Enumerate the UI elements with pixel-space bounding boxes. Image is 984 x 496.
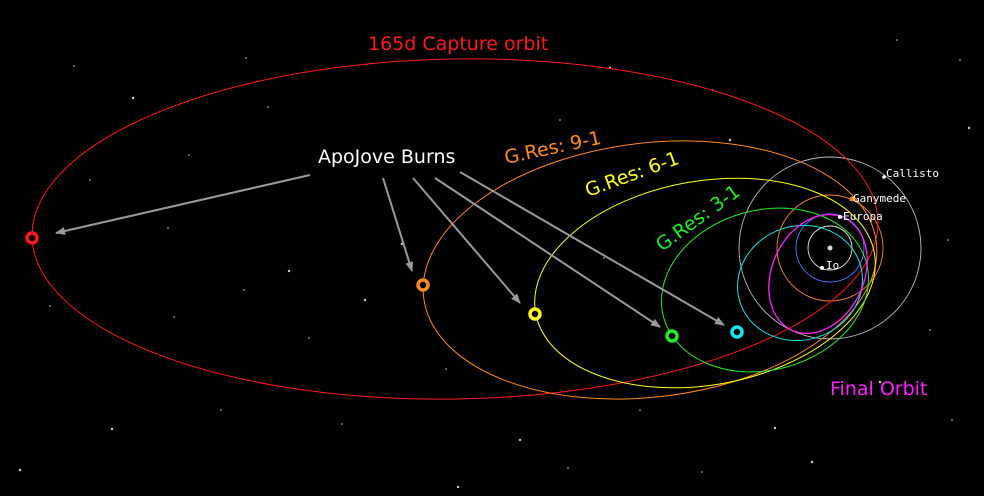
arrow-to-cyan xyxy=(459,171,725,326)
star xyxy=(431,37,433,39)
ganymede-label: Ganymede xyxy=(853,192,906,205)
star xyxy=(173,316,175,318)
io-dot xyxy=(820,266,824,270)
burn-marker-capture xyxy=(25,231,39,245)
star xyxy=(341,423,343,425)
star xyxy=(701,471,703,473)
star xyxy=(110,427,114,431)
res6-orbit xyxy=(534,177,876,389)
star xyxy=(951,419,953,421)
cyan-orbit xyxy=(737,224,863,342)
star xyxy=(188,154,190,156)
star xyxy=(929,329,931,331)
burn-marker-cyan xyxy=(730,325,744,339)
star xyxy=(243,289,245,291)
res3-orbit xyxy=(660,207,870,373)
star xyxy=(363,298,367,302)
star xyxy=(878,380,882,384)
star xyxy=(287,269,291,273)
burn-marker-res3 xyxy=(665,329,679,343)
star xyxy=(959,59,961,61)
arrow-to-capture xyxy=(55,174,311,235)
star xyxy=(89,179,91,181)
burn-marker-res6 xyxy=(528,307,542,321)
capture-orbit-label: 165d Capture orbit xyxy=(368,33,548,55)
moons: Callisto Ganymede Europa Io xyxy=(820,167,939,272)
ganymede-orbit xyxy=(776,194,884,302)
star xyxy=(131,96,135,100)
star xyxy=(639,409,641,411)
star xyxy=(896,39,898,41)
star xyxy=(445,368,447,370)
io-label: Io xyxy=(826,259,839,272)
arrow-to-res9 xyxy=(382,177,414,272)
callisto-label: Callisto xyxy=(886,167,939,180)
star xyxy=(267,106,269,108)
callisto-dot xyxy=(882,175,886,179)
star xyxy=(245,57,247,59)
final-orbit-label: Final Orbit xyxy=(830,378,927,400)
star xyxy=(567,467,569,469)
star xyxy=(456,485,460,489)
star xyxy=(967,126,971,130)
res9-orbit xyxy=(422,140,878,400)
star xyxy=(728,138,732,142)
star xyxy=(167,227,169,229)
star xyxy=(73,65,75,67)
ganymede-dot xyxy=(849,196,855,202)
burn-arrows xyxy=(55,171,725,328)
star xyxy=(603,257,605,259)
star xyxy=(49,305,51,307)
res3-label: G.Res: 3-1 xyxy=(652,181,744,257)
jupiter xyxy=(827,245,833,251)
star xyxy=(773,426,777,430)
spacecraft-orbits xyxy=(31,58,879,400)
burn-marker-res9 xyxy=(416,278,430,292)
res6-label: G.Res: 6-1 xyxy=(582,147,682,201)
star xyxy=(559,119,561,121)
capture-orbit xyxy=(31,58,879,400)
star xyxy=(518,438,522,442)
final-orbit xyxy=(768,213,868,335)
star xyxy=(308,337,310,339)
star xyxy=(810,460,814,464)
arrow-to-res3 xyxy=(434,177,661,328)
europa-dot xyxy=(838,215,842,219)
europa-label: Europa xyxy=(843,210,883,223)
star xyxy=(220,409,222,411)
star xyxy=(947,239,949,241)
burn-markers xyxy=(25,231,744,343)
apojove-burns-label: ApoJove Burns xyxy=(318,146,455,168)
star xyxy=(18,468,22,472)
arrow-to-res6 xyxy=(412,177,521,304)
